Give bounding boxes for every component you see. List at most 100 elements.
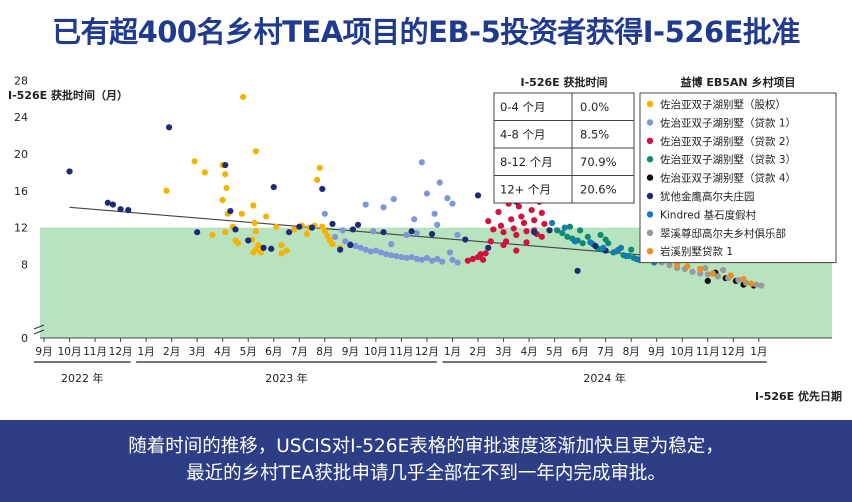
data-point — [255, 241, 262, 249]
data-point — [515, 203, 522, 210]
data-point — [222, 229, 229, 236]
table-cell-range: 0-4 个月 — [500, 100, 545, 114]
data-point — [165, 124, 173, 131]
data-point — [380, 229, 387, 236]
data-point — [125, 207, 132, 214]
data-point — [559, 230, 566, 237]
data-point — [561, 224, 568, 231]
legend-label: 佐治亚双子湖别墅（贷款 2） — [660, 135, 796, 148]
data-point — [439, 258, 446, 265]
data-point — [263, 213, 270, 220]
data-point — [564, 233, 571, 240]
data-point — [314, 176, 321, 183]
legend-label: 佐治亚双子湖别墅（贷款 1） — [660, 116, 796, 129]
data-point — [697, 270, 704, 277]
table-cell-range: 4-8 个月 — [500, 128, 545, 142]
data-point — [510, 225, 517, 232]
data-point — [398, 253, 405, 261]
legend-marker — [646, 248, 654, 255]
year-label: 2023 年 — [265, 371, 308, 385]
data-point — [383, 251, 390, 258]
legend-label: Kindred 基石度假村 — [660, 208, 757, 221]
data-point — [250, 202, 257, 209]
table-cell-pct: 20.6% — [580, 183, 617, 197]
data-point — [403, 231, 410, 239]
data-point — [633, 255, 640, 262]
data-point — [508, 216, 515, 223]
data-point — [331, 233, 339, 240]
y-axis-label: I-526E 获批时间（月） — [8, 88, 128, 102]
data-point — [600, 244, 607, 251]
data-point — [469, 255, 477, 262]
x-tick-label: 12月 — [415, 346, 439, 358]
data-point — [319, 185, 326, 193]
x-tick-label: 9月 — [342, 346, 359, 358]
data-point — [531, 217, 538, 224]
data-point — [163, 187, 170, 194]
data-point — [584, 233, 591, 240]
data-point — [531, 229, 538, 236]
data-point — [227, 207, 234, 215]
table-header: I-526E 获批时间 — [521, 75, 608, 89]
data-point — [513, 231, 520, 239]
data-point — [403, 254, 410, 262]
data-point — [538, 209, 545, 216]
data-point — [434, 255, 441, 262]
data-point — [477, 251, 484, 258]
data-point — [352, 242, 359, 250]
data-point — [462, 236, 469, 243]
legend-label: 犹他金鹰高尔夫庄园 — [660, 190, 755, 203]
approval-time-table: I-526E 获批时间 0-4 个月 0.0% 4-8 个月 8.5% 8-12 个月 70… — [493, 75, 635, 204]
data-point — [574, 267, 581, 274]
legend-marker — [646, 119, 654, 126]
data-point — [367, 248, 374, 255]
data-point — [480, 256, 487, 263]
data-point — [357, 244, 364, 251]
data-point — [487, 238, 494, 245]
data-point — [349, 226, 357, 233]
data-point — [223, 184, 230, 192]
data-point — [597, 231, 604, 239]
legend-marker — [646, 100, 654, 108]
data-point — [191, 158, 198, 165]
legend-marker — [646, 137, 654, 144]
table-cell-pct: 8.5% — [580, 128, 609, 142]
data-point — [278, 250, 285, 257]
series-1 — [321, 159, 461, 266]
data-point — [390, 195, 397, 203]
data-point — [104, 199, 111, 206]
data-point — [485, 244, 492, 251]
data-point — [408, 228, 415, 235]
data-point — [219, 196, 226, 204]
data-point — [393, 253, 400, 260]
data-point — [454, 259, 461, 266]
legend-label: 岩溪别墅贷款 1 — [660, 245, 733, 258]
data-point — [449, 256, 456, 263]
legend-frame — [639, 92, 837, 264]
data-point — [413, 230, 420, 237]
data-point — [436, 179, 443, 186]
legend-label: 佐治亚双子湖别墅（股权） — [660, 98, 786, 111]
data-point — [748, 280, 755, 287]
data-point — [602, 236, 609, 243]
data-point — [283, 247, 290, 254]
data-point — [446, 249, 454, 256]
x-tick-label: 7月 — [291, 346, 308, 358]
data-point — [449, 200, 456, 207]
data-point — [727, 272, 734, 279]
data-point — [548, 219, 556, 227]
data-point — [329, 220, 336, 228]
x-tick-label: 5月 — [240, 346, 257, 358]
x-tick-label: 10月 — [670, 346, 694, 358]
x-tick-label: 1月 — [138, 346, 155, 358]
data-point — [316, 164, 323, 171]
x-tick-label: 12月 — [721, 346, 745, 358]
data-point — [587, 239, 594, 246]
data-point — [541, 220, 548, 228]
data-point — [408, 253, 415, 261]
data-point — [474, 192, 482, 199]
data-point — [579, 240, 586, 247]
data-point — [485, 218, 492, 225]
data-point — [194, 229, 201, 236]
